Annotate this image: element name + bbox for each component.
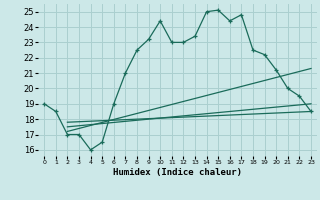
X-axis label: Humidex (Indice chaleur): Humidex (Indice chaleur) xyxy=(113,168,242,177)
